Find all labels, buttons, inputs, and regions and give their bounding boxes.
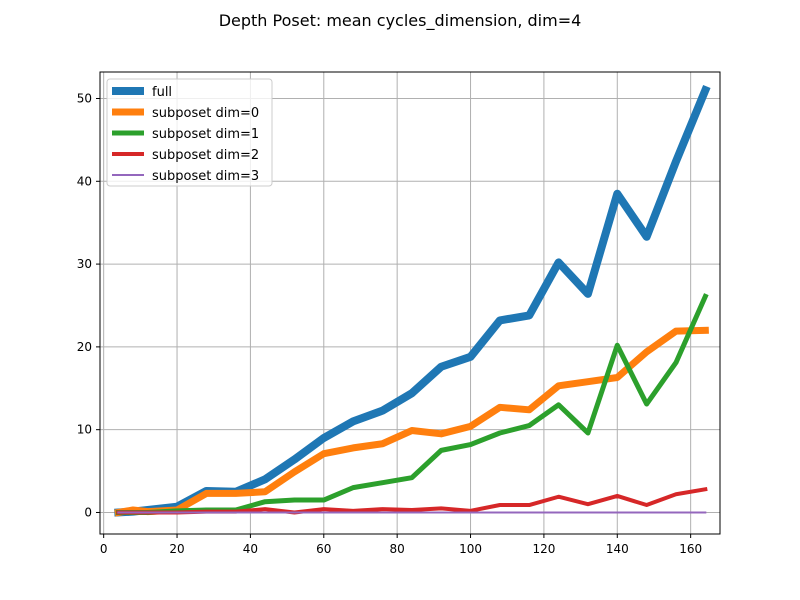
legend: full subposet dim=0 subposet dim=1 subposet… [106,78,273,187]
y-tick-label: 10 [77,423,92,437]
chart-title: Depth Poset: mean cycles_dimension, dim=… [219,11,582,31]
series-layer [114,84,711,517]
axis-ticks: 0 20 40 60 80 100 120 140 160 0 10 20 30 40 50 [77,91,702,556]
x-tick-label: 120 [532,542,555,556]
x-tick-label: 160 [679,542,702,556]
x-tick-label: 100 [459,542,482,556]
legend-label: subposet dim=3 [152,169,259,184]
series-line-1 [114,326,709,517]
x-tick-label: 20 [169,542,184,556]
y-tick-label: 0 [84,505,92,519]
grid [100,72,720,534]
plot-frame [99,71,721,535]
legend-label: subposet dim=1 [152,127,259,142]
x-tick-label: 0 [100,542,108,556]
x-tick-label: 60 [316,542,331,556]
x-tick-label: 80 [390,542,405,556]
legend-label: full [152,85,172,100]
x-tick-label: 40 [243,542,258,556]
y-tick-label: 50 [77,91,92,105]
y-tick-label: 20 [77,340,92,354]
legend-box [106,78,273,187]
y-tick-label: 40 [77,174,92,188]
legend-label: subposet dim=2 [152,148,259,163]
y-tick-label: 30 [77,257,92,271]
x-tick-label: 140 [606,542,629,556]
legend-label: subposet dim=0 [152,106,259,121]
